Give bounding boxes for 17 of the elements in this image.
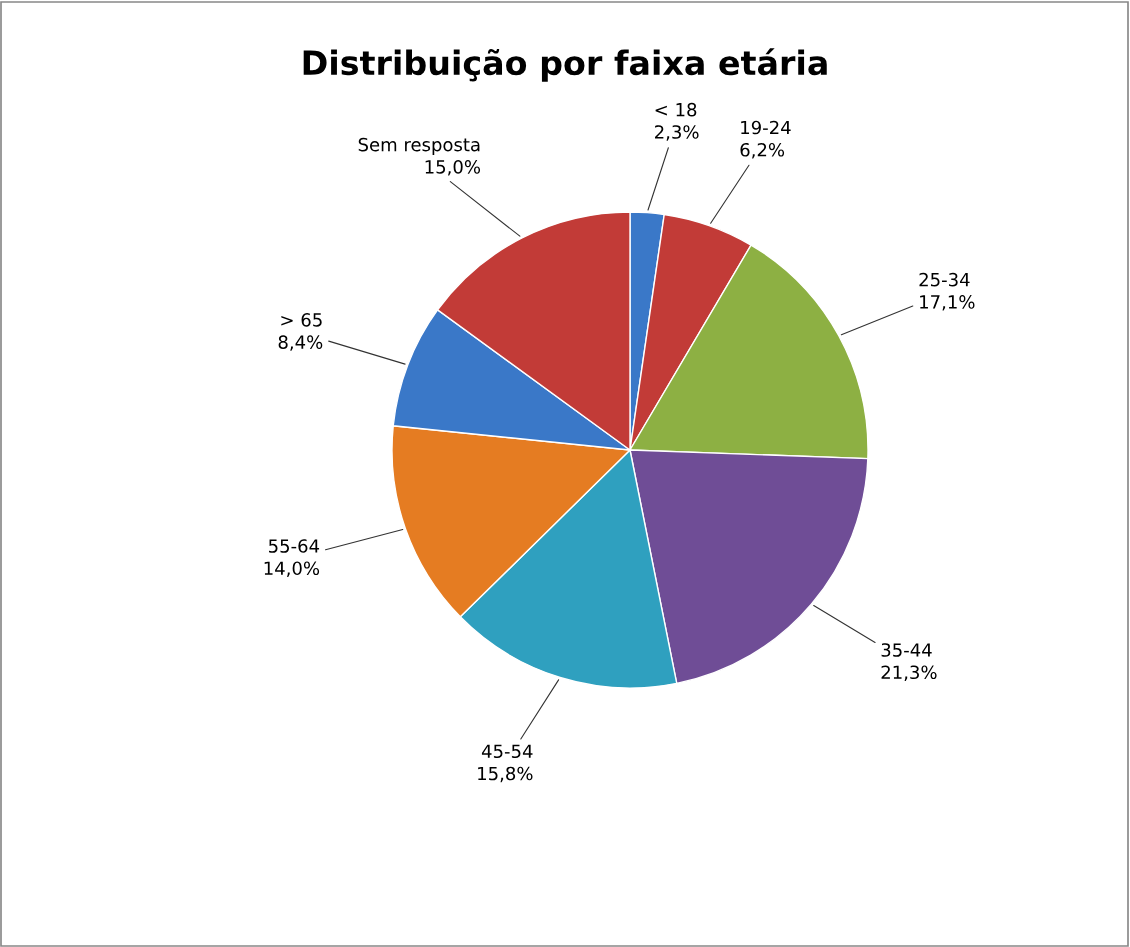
data-label: 6,2% <box>740 142 785 159</box>
data-label: 14,0% <box>264 561 320 577</box>
slice-label: Sem resposta <box>358 137 480 155</box>
slice-label: 55-64 <box>269 539 320 553</box>
data-label: 8,4% <box>278 335 323 351</box>
data-label: 21,3% <box>881 665 937 681</box>
chart-title: Distribuição por faixa etária <box>303 48 827 82</box>
slice-label: 25-34 <box>919 272 970 287</box>
data-label: 2,3% <box>655 125 699 141</box>
slice-label: 45-54 <box>481 744 533 759</box>
slice-label: 19-24 <box>741 120 791 135</box>
data-label: 15,0% <box>425 160 481 176</box>
slice-label: 35-44 <box>881 643 932 657</box>
data-label: 17,1% <box>920 295 975 311</box>
slice-label: > 65 <box>281 313 322 327</box>
slice-label: < 18 <box>655 102 697 117</box>
data-label: 15,8% <box>478 766 533 783</box>
